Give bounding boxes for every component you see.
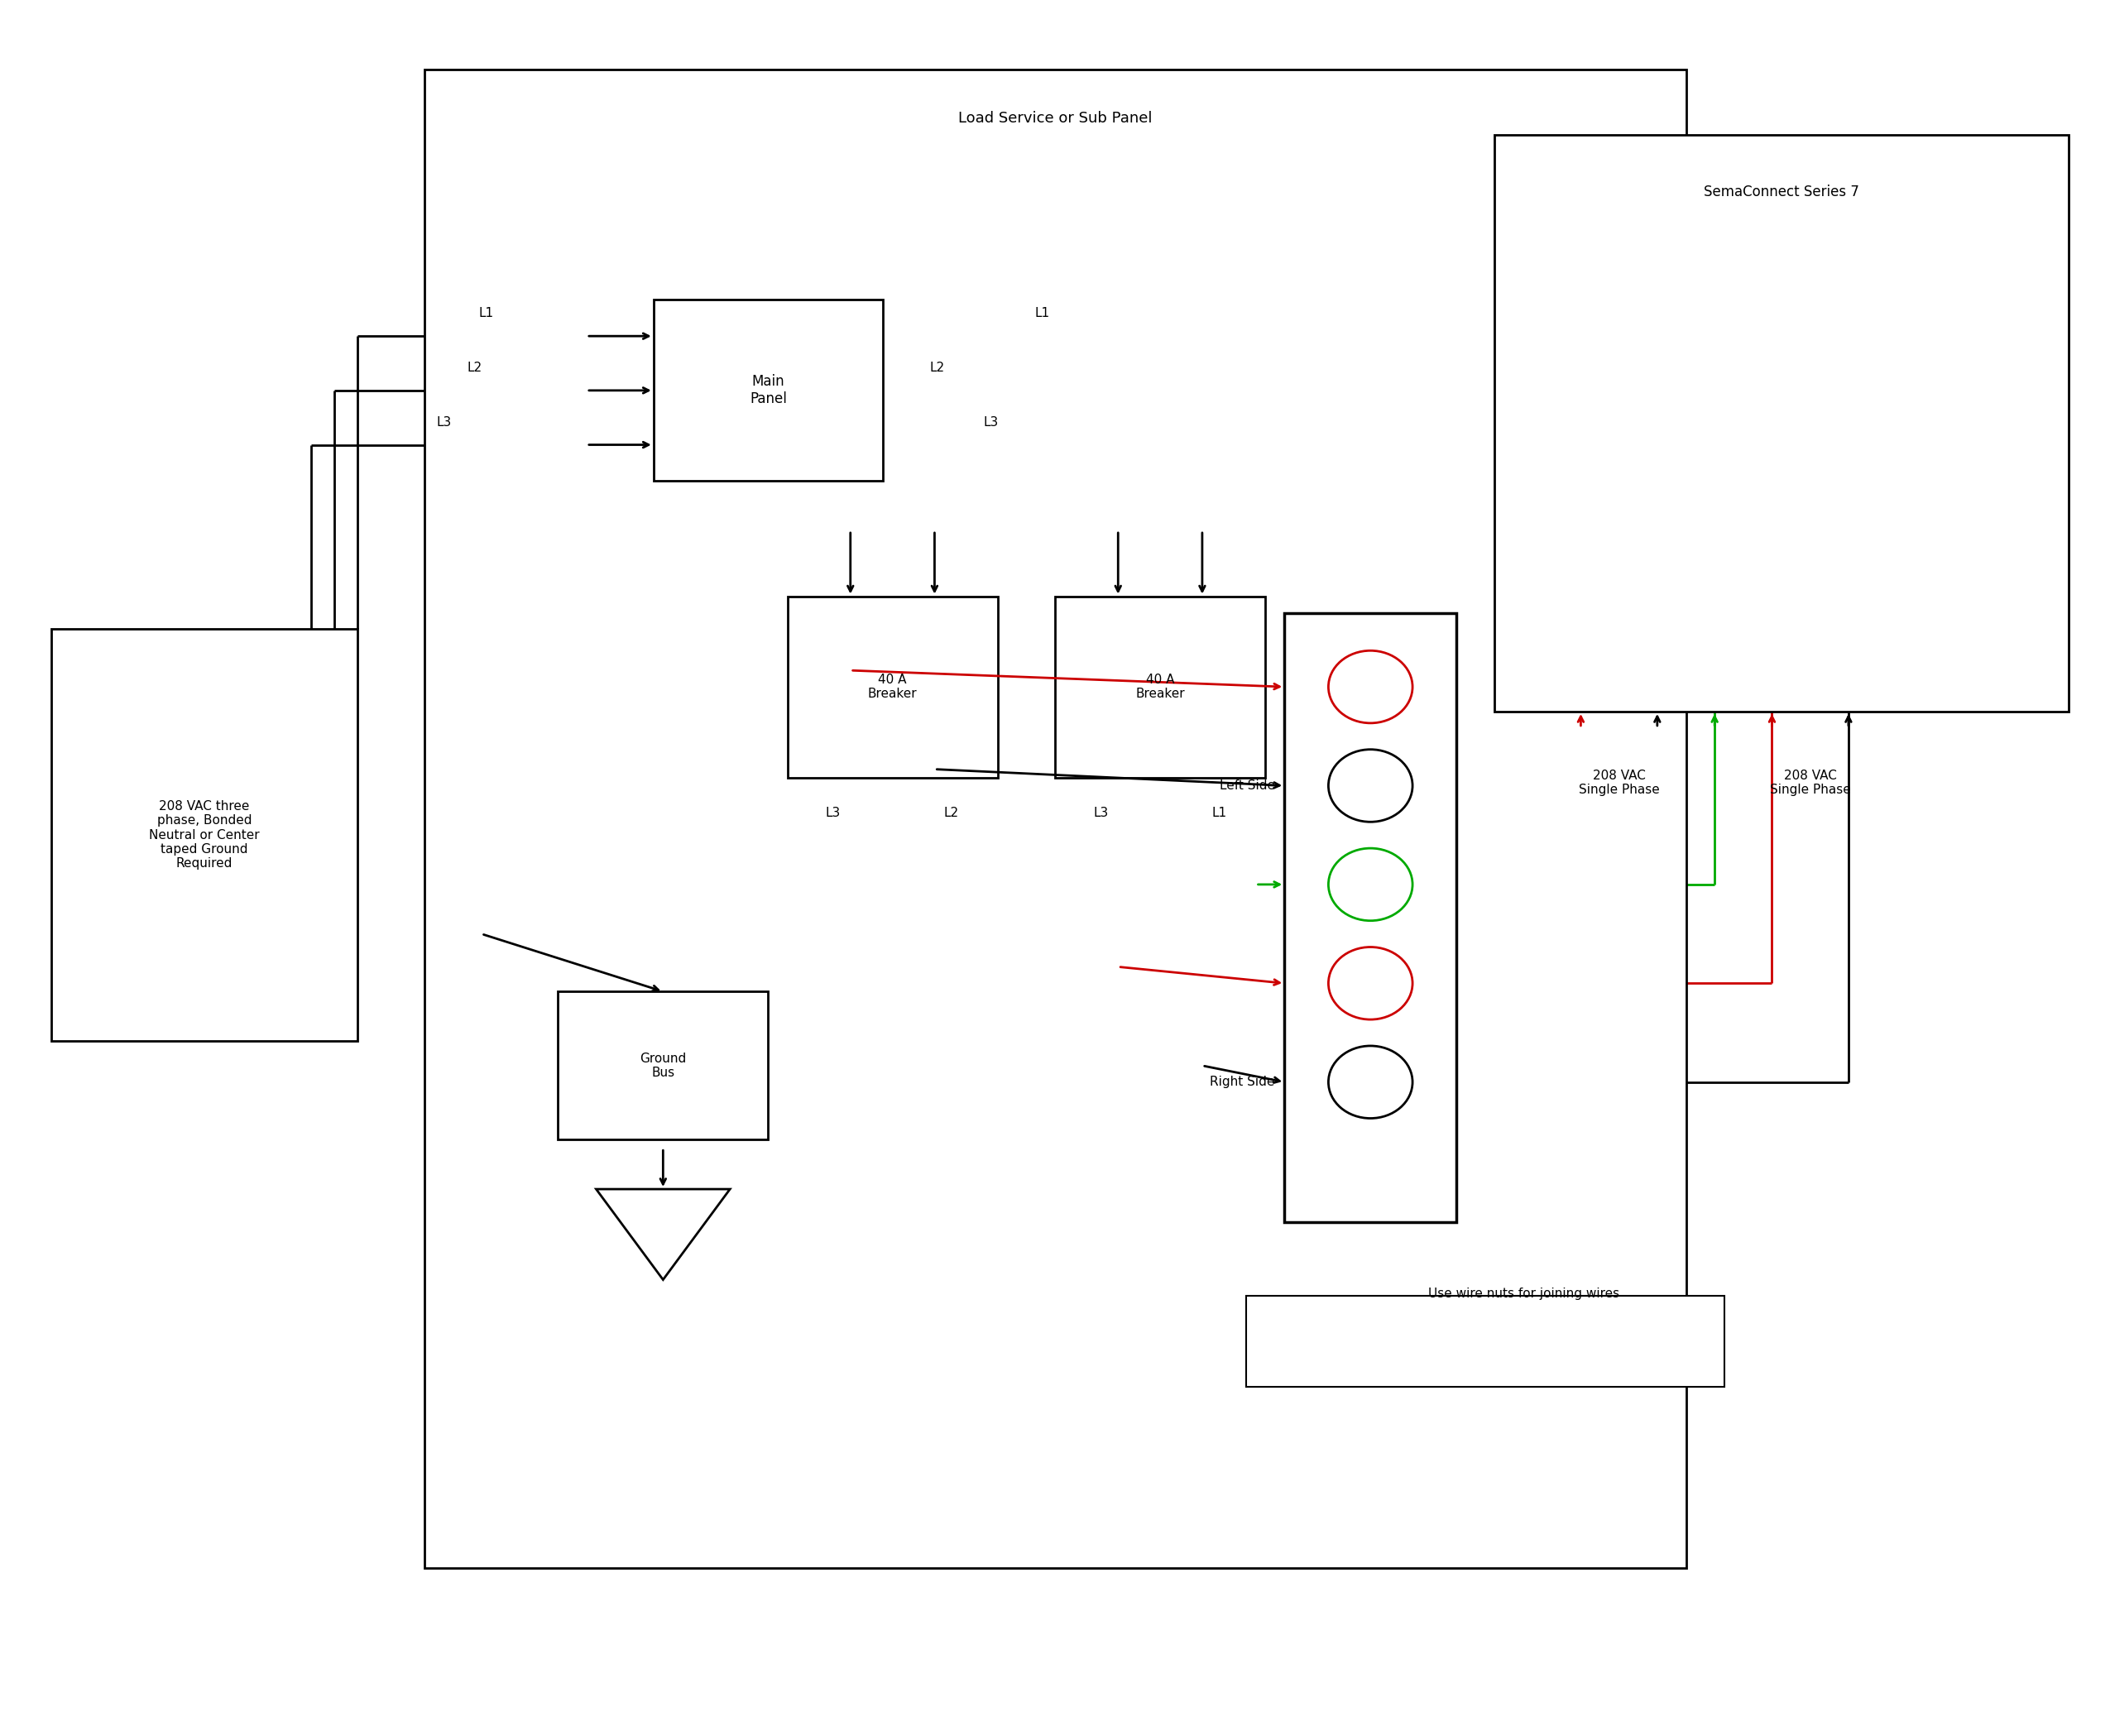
Bar — [1285, 613, 1456, 1222]
Text: 40 A
Breaker: 40 A Breaker — [867, 674, 918, 700]
Bar — [424, 69, 1686, 1568]
Text: L3: L3 — [1093, 807, 1108, 819]
Text: L2: L2 — [943, 807, 960, 819]
Text: Main
Panel: Main Panel — [749, 375, 787, 406]
Polygon shape — [597, 1189, 730, 1279]
Circle shape — [1329, 1045, 1412, 1118]
Text: 208 VAC
Single Phase: 208 VAC Single Phase — [1578, 769, 1658, 797]
Bar — [1247, 1297, 1724, 1387]
Text: L3: L3 — [983, 417, 998, 429]
Text: L2: L2 — [466, 361, 483, 373]
Bar — [654, 300, 882, 481]
Text: Left Side: Left Side — [1220, 779, 1274, 792]
Bar — [51, 628, 357, 1042]
Circle shape — [1329, 750, 1412, 821]
Text: L3: L3 — [437, 417, 452, 429]
Bar — [1494, 135, 2068, 712]
Text: Load Service or Sub Panel: Load Service or Sub Panel — [958, 111, 1152, 125]
Text: L3: L3 — [825, 807, 842, 819]
Text: Ground
Bus: Ground Bus — [639, 1052, 686, 1080]
Text: Use wire nuts for joining wires: Use wire nuts for joining wires — [1428, 1288, 1618, 1300]
Bar — [557, 991, 768, 1141]
Bar — [787, 595, 998, 778]
Circle shape — [1329, 849, 1412, 920]
Text: 208 VAC three
phase, Bonded
Neutral or Center
taped Ground
Required: 208 VAC three phase, Bonded Neutral or C… — [150, 800, 260, 870]
Circle shape — [1329, 948, 1412, 1019]
Text: L1: L1 — [479, 307, 494, 319]
Text: L2: L2 — [931, 361, 945, 373]
Text: SemaConnect Series 7: SemaConnect Series 7 — [1703, 184, 1859, 200]
Text: L1: L1 — [1036, 307, 1051, 319]
Text: L1: L1 — [1211, 807, 1226, 819]
Bar — [1055, 595, 1266, 778]
Circle shape — [1329, 651, 1412, 724]
Text: 40 A
Breaker: 40 A Breaker — [1135, 674, 1186, 700]
Text: Right Side: Right Side — [1209, 1076, 1274, 1088]
Text: 208 VAC
Single Phase: 208 VAC Single Phase — [1770, 769, 1850, 797]
